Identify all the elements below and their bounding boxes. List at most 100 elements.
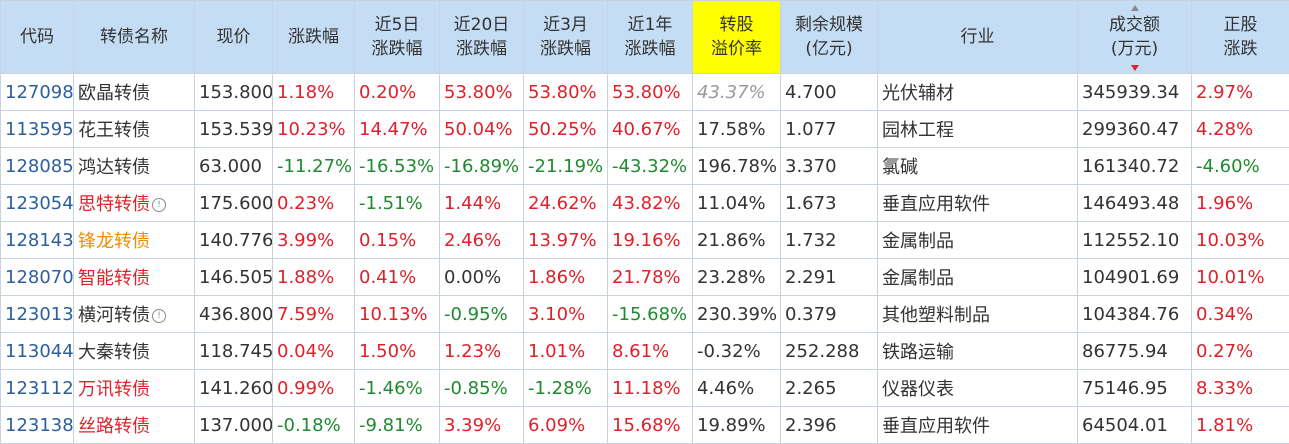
bond-name[interactable]: 鸿达转债 <box>78 157 150 178</box>
header-name[interactable]: 转债名称 <box>74 1 195 74</box>
header-volume[interactable]: 成交额(万元) <box>1078 1 1192 74</box>
cell-code[interactable]: 113044 <box>1 333 74 370</box>
cell-chg1y: -43.32% <box>608 148 693 185</box>
cell-chg1y: 43.82% <box>608 185 693 222</box>
header-code[interactable]: 代码 <box>1 1 74 74</box>
cell-industry: 垂直应用软件 <box>878 407 1078 444</box>
cell-chg3m: 6.09% <box>524 407 608 444</box>
cell-name[interactable]: 鸿达转债 <box>74 148 195 185</box>
header-chg[interactable]: 涨跌幅 <box>273 1 355 74</box>
cell-name[interactable]: 横河转债! <box>74 296 195 333</box>
cell-remain: 3.370 <box>781 148 878 185</box>
cell-name[interactable]: 锋龙转债 <box>74 222 195 259</box>
cell-chg5d: -16.53% <box>355 148 440 185</box>
cell-chg3m: 13.97% <box>524 222 608 259</box>
header-stock-chg[interactable]: 正股涨跌 <box>1192 1 1289 74</box>
cell-stock-chg: 0.27% <box>1192 333 1289 370</box>
bond-name[interactable]: 欧晶转债 <box>78 83 150 104</box>
cell-chg5d: 10.13% <box>355 296 440 333</box>
cell-chg20d: 3.39% <box>440 407 524 444</box>
cell-volume: 345939.34 <box>1078 74 1192 111</box>
cell-code[interactable]: 123013 <box>1 296 74 333</box>
bond-name[interactable]: 万讯转债 <box>78 379 150 400</box>
cell-name[interactable]: 思特转债! <box>74 185 195 222</box>
cell-chg: 1.18% <box>273 74 355 111</box>
header-chg1y[interactable]: 近1年涨跌幅 <box>608 1 693 74</box>
cell-code[interactable]: 123138 <box>1 407 74 444</box>
cell-name[interactable]: 丝路转债 <box>74 407 195 444</box>
bond-name[interactable]: 思特转债 <box>78 194 150 215</box>
cell-chg20d: 1.23% <box>440 333 524 370</box>
bond-name[interactable]: 智能转债 <box>78 268 150 289</box>
bond-name[interactable]: 花王转债 <box>78 120 150 141</box>
cell-chg5d: -1.51% <box>355 185 440 222</box>
cell-stock-chg: 10.01% <box>1192 259 1289 296</box>
header-chg20d[interactable]: 近20日涨跌幅 <box>440 1 524 74</box>
header-chg3m[interactable]: 近3月涨跌幅 <box>524 1 608 74</box>
header-chg5d[interactable]: 近5日涨跌幅 <box>355 1 440 74</box>
cell-price: 153.539 <box>195 111 273 148</box>
cell-stock-chg: 0.34% <box>1192 296 1289 333</box>
cell-code[interactable]: 123112 <box>1 370 74 407</box>
cell-code[interactable]: 123054 <box>1 185 74 222</box>
cell-volume: 104384.76 <box>1078 296 1192 333</box>
sort-up-arrow-icon <box>1131 5 1139 11</box>
cell-name[interactable]: 万讯转债 <box>74 370 195 407</box>
header-price[interactable]: 现价 <box>195 1 273 74</box>
cell-code[interactable]: 128085 <box>1 148 74 185</box>
cell-code[interactable]: 127098 <box>1 74 74 111</box>
header-premium[interactable]: 转股溢价率 <box>693 1 781 74</box>
cell-chg3m: -1.28% <box>524 370 608 407</box>
bond-name[interactable]: 丝路转债 <box>78 416 150 437</box>
cell-stock-chg: 8.33% <box>1192 370 1289 407</box>
cell-chg1y: 40.67% <box>608 111 693 148</box>
cell-industry: 其他塑料制品 <box>878 296 1078 333</box>
cell-price: 153.800 <box>195 74 273 111</box>
info-icon[interactable]: ! <box>152 309 166 323</box>
info-icon[interactable]: ! <box>152 198 166 212</box>
cell-premium: 11.04% <box>693 185 781 222</box>
cell-name[interactable]: 大秦转债 <box>74 333 195 370</box>
cell-volume: 161340.72 <box>1078 148 1192 185</box>
cell-stock-chg: 4.28% <box>1192 111 1289 148</box>
cell-price: 63.000 <box>195 148 273 185</box>
cell-code[interactable]: 128070 <box>1 259 74 296</box>
cell-code[interactable]: 128143 <box>1 222 74 259</box>
cell-chg20d: 0.00% <box>440 259 524 296</box>
header-industry[interactable]: 行业 <box>878 1 1078 74</box>
cell-premium: 196.78% <box>693 148 781 185</box>
cell-industry: 金属制品 <box>878 259 1078 296</box>
cell-chg5d: 14.47% <box>355 111 440 148</box>
sort-down-arrow-icon <box>1131 65 1139 71</box>
cell-chg5d: 0.15% <box>355 222 440 259</box>
cell-remain: 252.288 <box>781 333 878 370</box>
bond-name[interactable]: 大秦转债 <box>78 342 150 363</box>
cell-chg: -11.27% <box>273 148 355 185</box>
cell-chg: 0.23% <box>273 185 355 222</box>
cell-price: 175.600 <box>195 185 273 222</box>
cell-premium: 21.86% <box>693 222 781 259</box>
cell-chg3m: -21.19% <box>524 148 608 185</box>
cell-price: 140.776 <box>195 222 273 259</box>
cell-name[interactable]: 智能转债 <box>74 259 195 296</box>
header-remain[interactable]: 剩余规模(亿元) <box>781 1 878 74</box>
cell-industry: 垂直应用软件 <box>878 185 1078 222</box>
cell-name[interactable]: 欧晶转债 <box>74 74 195 111</box>
cell-name[interactable]: 花王转债 <box>74 111 195 148</box>
bond-name[interactable]: 横河转债 <box>78 305 150 326</box>
bond-name[interactable]: 锋龙转债 <box>78 231 150 252</box>
cell-volume: 146493.48 <box>1078 185 1192 222</box>
cell-premium: 17.58% <box>693 111 781 148</box>
cell-code[interactable]: 113595 <box>1 111 74 148</box>
cell-chg1y: 53.80% <box>608 74 693 111</box>
